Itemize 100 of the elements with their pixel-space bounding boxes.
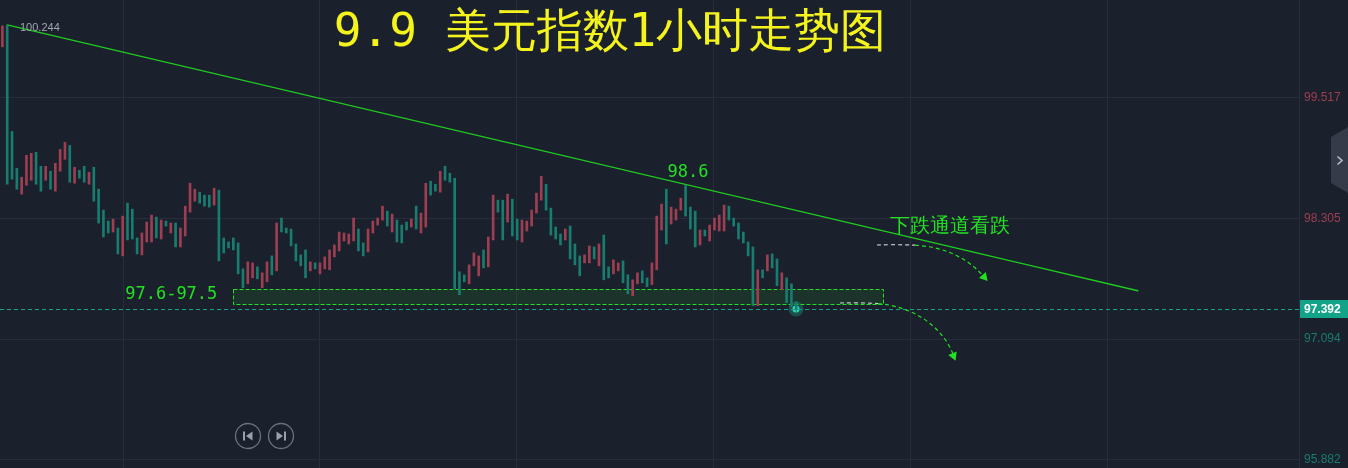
candlestick <box>400 224 404 244</box>
candlestick <box>304 249 307 279</box>
candlestick <box>155 216 158 239</box>
candlestick <box>453 177 456 290</box>
candlestick <box>640 270 644 284</box>
candlestick <box>97 188 100 224</box>
candlestick <box>588 245 591 264</box>
candlestick <box>352 217 355 242</box>
candlestick <box>232 237 235 251</box>
candlestick <box>381 205 384 221</box>
candlestick <box>106 220 110 234</box>
candlestick <box>780 272 784 291</box>
candlestick <box>660 203 663 231</box>
band-label: 97.6-97.5 <box>125 282 218 303</box>
candlestick <box>511 198 514 237</box>
candlestick <box>636 272 639 285</box>
candlestick <box>554 226 558 240</box>
candlestick <box>434 183 437 192</box>
candlestick <box>501 199 505 241</box>
candlestick <box>328 249 331 271</box>
candlestick <box>559 233 562 246</box>
ref-line-label: 97.392 <box>1304 301 1342 316</box>
candlestick <box>438 170 442 193</box>
candlestick <box>284 227 288 234</box>
candlestick <box>785 277 788 304</box>
candlestick <box>530 209 533 227</box>
candlestick <box>703 229 707 237</box>
candlestick <box>376 217 379 226</box>
candlestick <box>732 217 736 227</box>
y-tick-label: 97.094 <box>1304 331 1342 346</box>
candlestick <box>607 266 610 279</box>
candlestick <box>68 145 72 183</box>
candlestick <box>25 155 28 186</box>
candlestick <box>410 218 413 228</box>
candlestick <box>525 220 529 232</box>
candlestick <box>655 215 659 271</box>
candlestick <box>458 271 461 296</box>
candlestick <box>130 208 134 240</box>
candlestick <box>612 259 615 275</box>
candlestick <box>708 224 711 242</box>
candlestick <box>515 218 519 241</box>
candlestick <box>761 269 764 279</box>
candlestick <box>357 228 360 252</box>
candlestick <box>256 266 259 280</box>
candlestick <box>73 166 76 184</box>
candlestick <box>174 222 177 248</box>
candlestick <box>92 166 96 202</box>
candlestick <box>405 221 408 231</box>
candlestick <box>424 182 428 228</box>
candlestick <box>126 202 129 241</box>
candlestick <box>679 197 683 211</box>
candlestick <box>145 221 149 243</box>
candlestick <box>5 25 9 185</box>
candlestick <box>487 236 490 268</box>
candlestick <box>347 233 351 245</box>
annotation: 98.6 <box>667 161 709 182</box>
candlestick <box>299 254 303 267</box>
candlestick <box>535 192 538 214</box>
chart-title: 9.9 美元指数1小时走势图 <box>333 2 887 57</box>
candlestick <box>766 254 769 272</box>
candlestick <box>684 184 687 217</box>
candlestick <box>689 206 692 230</box>
candlestick <box>631 279 634 297</box>
candlestick <box>198 191 201 204</box>
candlestick <box>741 231 745 244</box>
candlestick <box>246 261 250 285</box>
candlestick <box>482 249 485 269</box>
candlestick <box>333 244 336 258</box>
candlestick <box>323 256 327 270</box>
candlestick <box>227 241 230 249</box>
candlestick <box>44 165 48 181</box>
candlestick <box>121 215 125 257</box>
candlestick <box>1 25 4 48</box>
candlestick <box>693 210 697 248</box>
y-tick-label: 95.882 <box>1304 452 1342 467</box>
y-tick-label: 98.305 <box>1304 210 1342 225</box>
annotation: 下跌通道看跌 <box>890 213 1010 238</box>
candlestick <box>54 162 57 192</box>
candlestick <box>756 269 760 307</box>
candlestick <box>790 283 793 308</box>
candlestick <box>203 194 206 207</box>
candlestick <box>29 153 33 181</box>
candlestick <box>275 222 278 272</box>
candlestick <box>602 234 606 281</box>
candlestick <box>251 262 254 279</box>
candlestick <box>770 253 774 269</box>
candlestick <box>78 169 81 179</box>
candlestick <box>179 227 182 248</box>
candlestick <box>717 214 721 232</box>
candlestick <box>260 272 264 289</box>
candlestick <box>477 255 481 277</box>
candlestick <box>102 209 105 238</box>
candlestick <box>82 165 86 183</box>
candlestick <box>222 237 226 254</box>
candlestick <box>308 261 312 272</box>
candlestick <box>429 180 432 196</box>
candlestick <box>616 262 620 272</box>
candlestick <box>737 222 740 240</box>
candlestick <box>462 274 466 283</box>
candlestick <box>506 193 509 223</box>
